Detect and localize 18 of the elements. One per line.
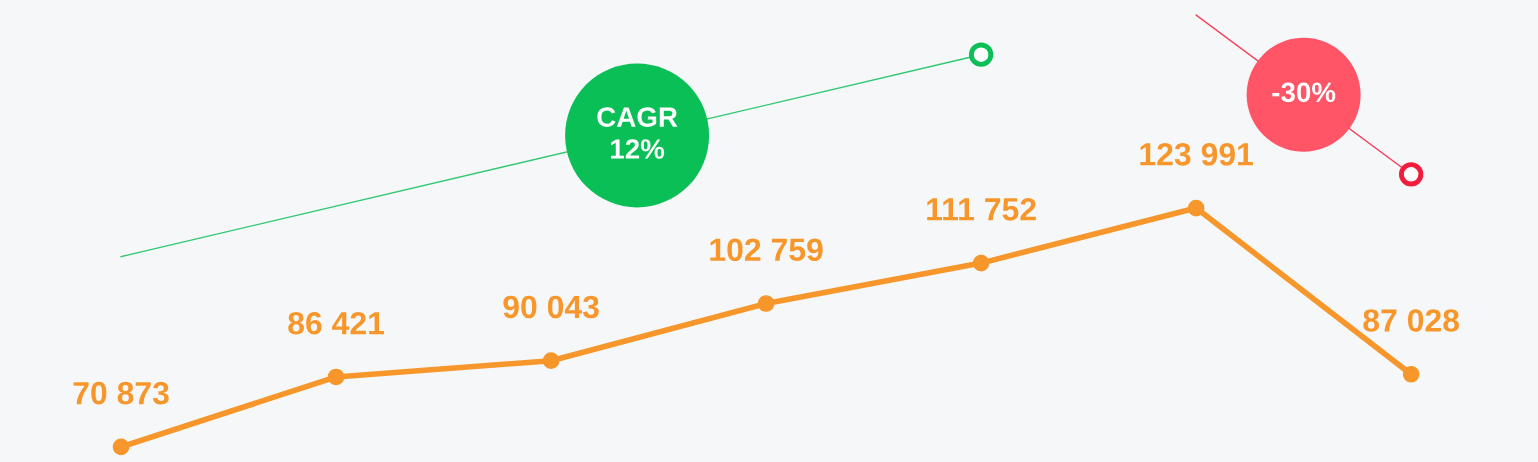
point: [1187, 199, 1205, 217]
annotation: -30%: [1272, 82, 1336, 103]
data-label: 123 991: [1140, 143, 1253, 166]
data-label: 102 759: [710, 238, 823, 262]
data-label: 111 752: [927, 198, 1036, 221]
data-label: 90 043: [503, 295, 599, 319]
point: [972, 254, 990, 272]
data-label: 87 028: [1363, 309, 1460, 332]
point: [327, 368, 345, 386]
point: [542, 352, 560, 370]
point: [1402, 365, 1420, 383]
point: [757, 295, 775, 312]
data-label: 70 873: [73, 381, 169, 405]
data-label: 86 421: [288, 311, 385, 335]
annotation: CAGR 12%: [597, 107, 678, 159]
point: [1398, 162, 1424, 187]
point: [112, 438, 130, 456]
point: [968, 42, 994, 67]
